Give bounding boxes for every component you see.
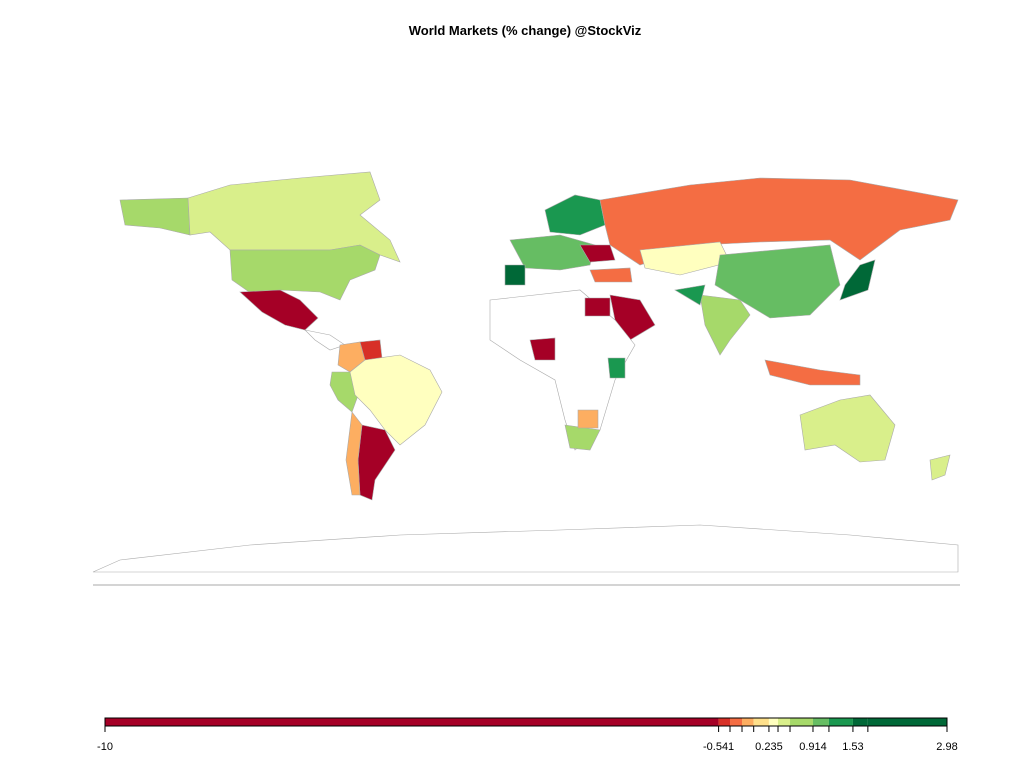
country xyxy=(579,244,616,263)
legend-tick-label: -10 xyxy=(97,741,113,753)
legend-swatch xyxy=(105,718,719,726)
country xyxy=(349,354,443,446)
country xyxy=(714,244,841,319)
country xyxy=(504,264,526,286)
legend-swatch xyxy=(768,718,779,726)
country xyxy=(799,394,896,463)
map-title: World Markets (% change) @StockViz xyxy=(409,23,642,38)
country xyxy=(607,357,626,379)
country xyxy=(577,409,599,429)
country xyxy=(529,337,556,361)
legend-swatch xyxy=(852,718,868,726)
legend-swatch xyxy=(778,718,791,726)
country xyxy=(599,177,959,266)
country xyxy=(564,424,601,451)
country xyxy=(304,329,346,351)
country xyxy=(187,171,401,263)
world-map xyxy=(92,171,960,586)
legend-tick-label: 2.98 xyxy=(936,741,957,753)
country xyxy=(839,259,876,301)
legend-swatch xyxy=(828,718,853,726)
country xyxy=(239,289,319,331)
legend-swatch xyxy=(753,718,769,726)
country xyxy=(357,424,396,501)
legend-frame xyxy=(104,717,948,727)
continent xyxy=(92,524,959,573)
country xyxy=(345,411,363,496)
country xyxy=(119,197,191,236)
legend-swatch xyxy=(812,718,829,726)
legend-swatch xyxy=(867,718,947,726)
legend-swatch xyxy=(742,718,754,726)
color-legend: -10 -0.541 0.235 0.914 1.53 2.98 xyxy=(97,717,958,753)
country xyxy=(674,284,706,306)
country xyxy=(609,294,656,341)
country xyxy=(589,267,633,283)
legend-tick-label: 0.914 xyxy=(799,741,827,753)
legend-swatch xyxy=(730,718,743,726)
legend-swatch xyxy=(718,718,731,726)
country xyxy=(764,359,861,386)
country xyxy=(929,454,951,481)
legend-swatch xyxy=(790,718,813,726)
country xyxy=(544,194,606,236)
legend-tick-label: 0.235 xyxy=(755,741,783,753)
legend-tick-label: 1.53 xyxy=(842,741,863,753)
country xyxy=(639,241,731,276)
legend-tick-label: -0.541 xyxy=(703,741,734,753)
country xyxy=(584,297,611,317)
country xyxy=(699,294,751,356)
